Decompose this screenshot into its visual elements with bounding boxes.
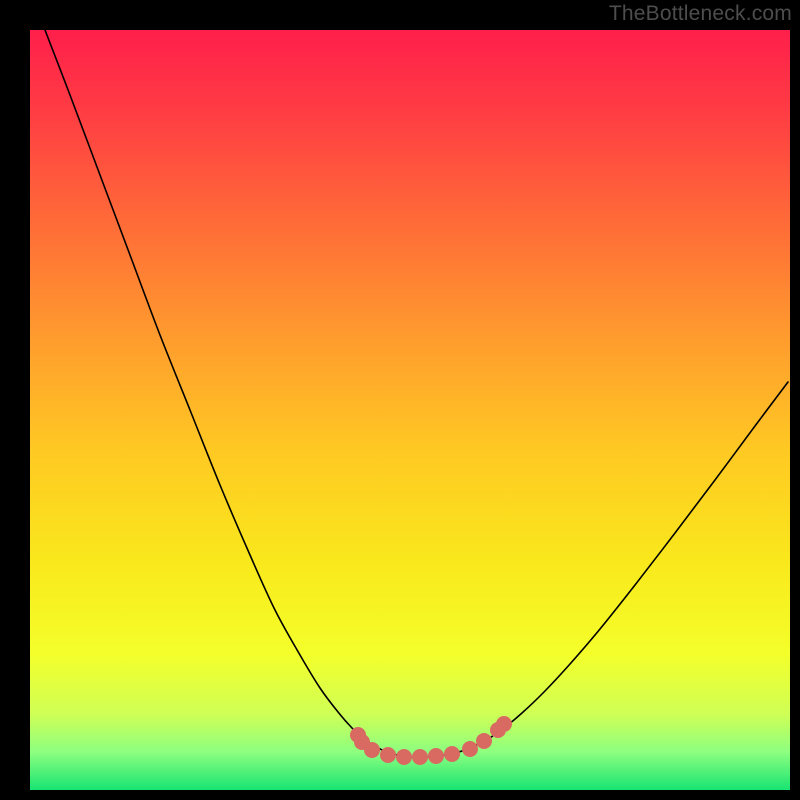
- marker-dot: [412, 749, 428, 765]
- marker-dot: [476, 733, 492, 749]
- marker-dot: [380, 747, 396, 763]
- marker-dot: [462, 741, 478, 757]
- plot-svg: [30, 30, 790, 790]
- marker-dot: [444, 746, 460, 762]
- marker-dot: [364, 742, 380, 758]
- plot-area: [30, 30, 790, 790]
- marker-dot: [428, 748, 444, 764]
- marker-dot: [496, 716, 512, 732]
- chart-frame: TheBottleneck.com: [0, 0, 800, 800]
- watermark-text: TheBottleneck.com: [609, 2, 792, 26]
- marker-dot: [396, 749, 412, 765]
- gradient-background: [30, 30, 790, 790]
